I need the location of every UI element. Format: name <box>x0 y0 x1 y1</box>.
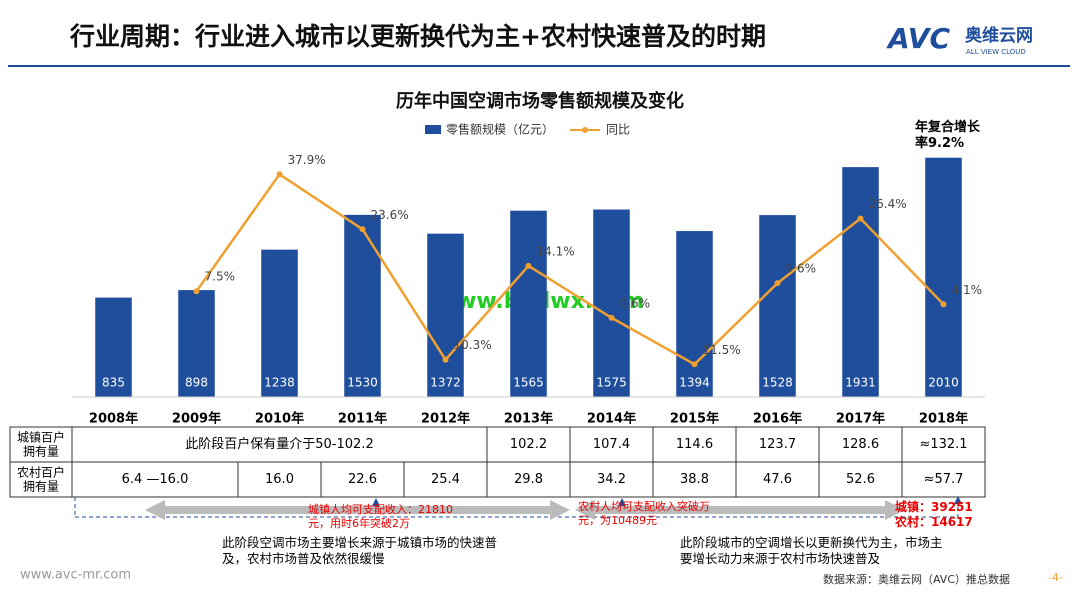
bar <box>842 167 879 397</box>
brand: 奥维云网 <box>965 25 1033 46</box>
table-cell <box>901 461 986 498</box>
bar <box>510 210 547 397</box>
x-tick-label: 2017年 <box>836 411 885 427</box>
legend-label: 零售额规模（亿元） <box>446 122 554 137</box>
line-label: 4.1% <box>952 283 983 297</box>
table-text: ≈132.1 <box>919 437 967 452</box>
x-tick-label: 2016年 <box>753 411 802 427</box>
bar <box>95 297 132 397</box>
bar-label: 1528 <box>762 376 793 390</box>
x-tick-label: 2012年 <box>421 411 470 427</box>
bar <box>261 249 298 397</box>
urban-income: 城镇人均可支配收入：21810元，用时6年突破2万 <box>308 503 453 530</box>
table-text: 29.8 <box>514 472 543 487</box>
bar-label: 1372 <box>430 376 461 390</box>
table-text: 47.6 <box>763 472 792 487</box>
line-point <box>691 361 698 368</box>
bar <box>925 157 962 397</box>
line-label: 9.6% <box>786 262 817 276</box>
line-point <box>525 262 532 269</box>
x-tick-label: 2011年 <box>338 411 387 427</box>
table-text: 6.4 —16.0 <box>122 472 189 487</box>
table-text: 25.4 <box>431 472 460 487</box>
x-tick-label: 2009年 <box>172 411 221 427</box>
period-arrow <box>575 500 905 520</box>
line-point <box>442 356 449 363</box>
line-label: 37.9% <box>288 153 326 167</box>
site: www.avc-mr.com <box>20 568 131 583</box>
table-text: 38.8 <box>680 472 709 487</box>
x-tick-label: 2008年 <box>89 411 138 427</box>
line-point <box>276 171 283 178</box>
line-point <box>774 280 781 287</box>
line-label: 23.6% <box>371 208 409 222</box>
table-text: 128.6 <box>842 437 879 452</box>
cagr: 年复合增长率9.2% <box>915 120 981 151</box>
bar-label: 1565 <box>513 376 544 390</box>
x-tick-label: 2014年 <box>587 411 636 427</box>
bar-label: 2010 <box>928 376 959 390</box>
line-point <box>193 288 200 295</box>
table-text: ≈57.7 <box>924 472 964 487</box>
line-label: 11.5% <box>703 343 741 357</box>
line-point <box>359 226 366 233</box>
bar <box>676 231 713 397</box>
table-text: 此阶段百户保有量介于50-102.2 <box>185 436 373 452</box>
rural-income: 农村人均可支配收入突破万元，为10489元 <box>578 500 710 527</box>
line-label: 26.4% <box>869 197 907 211</box>
chart-title: 历年中国空调市场零售额规模及变化 <box>396 90 684 112</box>
table-text: 102.2 <box>510 437 547 452</box>
bar <box>427 233 464 397</box>
x-tick-label: 2018年 <box>919 411 968 427</box>
table-text: 107.4 <box>593 437 630 452</box>
bar-label: 898 <box>185 376 208 390</box>
legend-label: 同比 <box>606 123 630 137</box>
logo: AVC <box>886 22 950 55</box>
table-text: 114.6 <box>676 437 713 452</box>
brand-en: ALL VIEW CLOUD <box>966 48 1026 56</box>
bar <box>178 290 215 397</box>
bar-label: 1530 <box>347 376 378 390</box>
bar <box>344 214 381 397</box>
bar <box>759 215 796 397</box>
table-text: 34.2 <box>597 472 626 487</box>
table-text: 123.7 <box>759 437 796 452</box>
row-header: 农村百户拥有量 <box>17 464 65 493</box>
note: 此阶段空调市场主要增长来源于城镇市场的快速普及，农村市场普及依然很缓慢 <box>222 535 498 566</box>
x-tick-label: 2013年 <box>504 411 553 427</box>
row-header: 城镇百户拥有量 <box>17 429 65 458</box>
table-text: 16.0 <box>265 472 294 487</box>
bar-label: 1931 <box>845 376 876 390</box>
table-text: 52.6 <box>846 472 875 487</box>
slide-title: 行业周期：行业进入城市以更新换代为主+农村快速普及的时期 <box>69 22 766 51</box>
x-tick-label: 2015年 <box>670 411 719 427</box>
page-number: -4- <box>1048 571 1063 584</box>
bar-label: 1238 <box>264 376 295 390</box>
bar-label: 835 <box>102 376 125 390</box>
line-point <box>857 215 864 222</box>
line-point <box>940 301 947 308</box>
line <box>195 172 945 366</box>
bar-label: 1575 <box>596 376 627 390</box>
line-label: 0.6% <box>620 296 651 310</box>
rural-2018: 农村：14617 <box>895 515 973 529</box>
legend-swatch <box>582 127 588 133</box>
bar <box>593 209 630 397</box>
urban-2018: 城镇：39251 <box>895 500 973 514</box>
line-point <box>608 314 615 321</box>
legend-swatch <box>425 125 441 134</box>
source: 数据来源：奥维云网（AVC）推总数据 <box>823 572 1010 586</box>
line-label: 14.1% <box>537 244 575 258</box>
bar-label: 1394 <box>679 376 710 390</box>
period-arrow <box>145 500 570 520</box>
line-label: 10.3% <box>454 338 492 352</box>
note: 此阶段城市的空调增长以更新换代为主，市场主要增长动力来源于农村市场快速普及 <box>680 535 943 566</box>
table-text: 22.6 <box>348 472 377 487</box>
line-label: 7.5% <box>205 270 236 284</box>
x-tick-label: 2010年 <box>255 411 304 427</box>
